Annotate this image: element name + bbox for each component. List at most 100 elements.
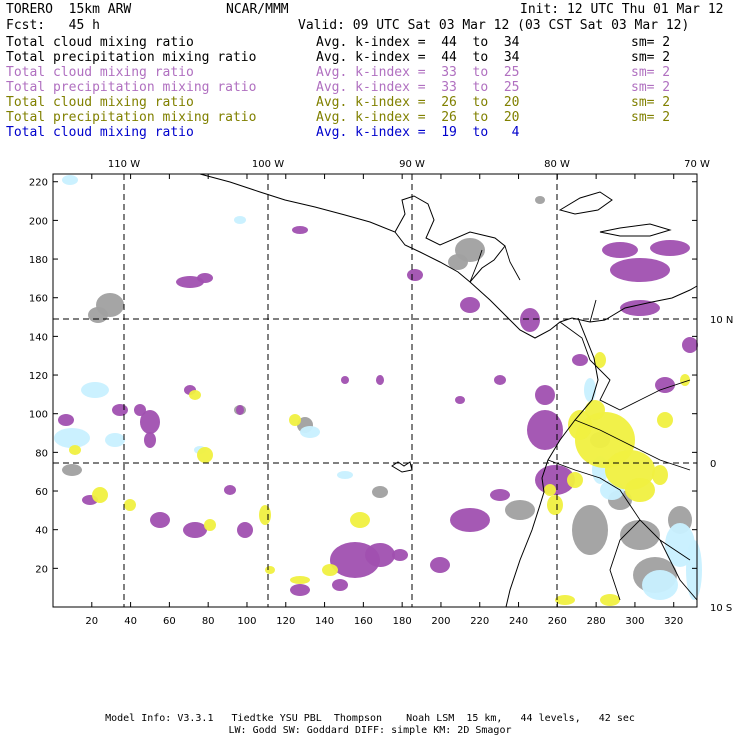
forecast-hour: Fcst: 45 h [6, 18, 100, 33]
x-tick-label: 60 [163, 616, 176, 627]
longitude-label: 100 W [252, 159, 284, 170]
mid-k-cloud-field [520, 308, 540, 332]
legend-smoothing: sm= 2 [631, 35, 671, 50]
country-border [559, 321, 691, 411]
mid-k-precip-field [124, 499, 136, 511]
axis-ticks: 20 40 60 80 100 120 140 160 180 200 220 20 40 60 80 100… [29, 159, 733, 627]
mid-k-precip-field [69, 445, 81, 455]
y-tick-label: 180 [29, 255, 48, 266]
high-k-precip-field [584, 378, 596, 402]
high-k-precip-field [300, 426, 320, 438]
x-tick-label: 200 [431, 616, 450, 627]
x-tick-label: 180 [393, 616, 412, 627]
coastline [604, 285, 698, 321]
y-tick-label: 220 [29, 178, 48, 189]
longitude-label: 70 W [684, 159, 710, 170]
lat-lon-grid [53, 174, 697, 607]
mid-k-cloud-field [183, 522, 207, 538]
high-k-precip-field [337, 471, 353, 479]
mid-k-cloud-field [150, 512, 170, 528]
mid-k-cloud-field [376, 375, 384, 385]
mid-k-precip-field [350, 512, 370, 528]
legend-field: Total precipitation mixing ratio [6, 80, 257, 95]
latitude-label: 10 N [710, 315, 733, 326]
mid-k-precip-field [265, 566, 275, 574]
organization-label: NCAR/MMM [226, 2, 289, 17]
mid-k-cloud-field [655, 377, 675, 393]
high-k-cloud-field [572, 505, 608, 555]
mid-k-precip-field [585, 400, 605, 420]
coastlines [199, 173, 698, 608]
mid-k-cloud-field [392, 549, 408, 561]
mid-k-precip-field [657, 412, 673, 428]
mid-k-cloud-field [292, 226, 308, 234]
high-k-precip-field [105, 433, 125, 447]
mid-k-precip-field [197, 447, 213, 463]
y-tick-label: 160 [29, 294, 48, 305]
high-k-precip-field [642, 570, 678, 600]
x-tick-label: 40 [124, 616, 137, 627]
country-border [609, 519, 641, 601]
coastline [199, 173, 606, 339]
x-tick-label: 160 [354, 616, 373, 627]
model-info-line2: LW: Godd SW: Goddard DIFF: simple KM: 2D… [228, 725, 512, 736]
legend-field: Total cloud mixing ratio [6, 95, 194, 110]
legend-kindex: Avg. k-index = 19 to 4 [316, 125, 520, 140]
high-k-precip-field [234, 216, 246, 224]
mid-k-precip-field [204, 519, 216, 531]
high-k-cloud-field [88, 307, 108, 323]
legend-smoothing: sm= 2 [631, 110, 671, 125]
mid-k-precip-field [652, 465, 668, 485]
high-k-cloud-field [448, 254, 468, 270]
legend-kindex: Avg. k-index = 26 to 20 [316, 110, 520, 125]
legend-smoothing: sm= 2 [631, 50, 671, 65]
mid-k-cloud-field [602, 242, 638, 258]
x-tick-label: 220 [470, 616, 489, 627]
mid-k-cloud-field [236, 405, 244, 415]
mid-k-cloud-field [490, 489, 510, 501]
mid-k-precip-field [544, 484, 556, 496]
legend-smoothing: sm= 2 [631, 80, 671, 95]
mid-k-precip-field [547, 495, 563, 515]
mid-k-cloud-field [535, 385, 555, 405]
country-border [574, 419, 691, 471]
mid-k-cloud-field [450, 508, 490, 532]
legend-field: Total cloud mixing ratio [6, 65, 194, 80]
coastline [391, 461, 413, 473]
mid-k-cloud-field [650, 240, 690, 256]
mid-k-cloud-field [620, 300, 660, 316]
valid-time: Valid: 09 UTC Sat 03 Mar 12 (03 CST Sat … [298, 18, 690, 33]
mid-k-precip-field [259, 505, 271, 525]
latitude-label: 0 [710, 459, 716, 470]
model-info-line1: Model Info: V3.3.1 Tiedtke YSU PBL Thomp… [105, 713, 635, 724]
mid-k-cloud-field [58, 414, 74, 426]
mid-k-precip-field [555, 595, 575, 605]
legend-field: Total cloud mixing ratio [6, 125, 194, 140]
mixing-ratio-fields [54, 175, 702, 606]
high-k-cloud-field [535, 196, 545, 204]
legend-field: Total precipitation mixing ratio [6, 50, 257, 65]
latitude-label: 10 S [710, 603, 732, 614]
high-k-precip-field [686, 540, 702, 600]
high-k-cloud-field [505, 500, 535, 520]
legend-kindex: Avg. k-index = 44 to 34 [316, 50, 520, 65]
mid-k-cloud-field [224, 485, 236, 495]
mid-k-cloud-field [144, 432, 156, 448]
x-tick-label: 240 [509, 616, 528, 627]
map-frame [52, 173, 698, 608]
longitude-label: 110 W [108, 159, 140, 170]
x-tick-label: 140 [315, 616, 334, 627]
mid-k-cloud-field [176, 276, 204, 288]
legend-field: Total cloud mixing ratio [6, 35, 194, 50]
mid-k-cloud-field [112, 404, 128, 416]
mid-k-cloud-field [365, 543, 395, 567]
mid-k-precip-field [92, 487, 108, 503]
country-border [659, 539, 698, 601]
high-k-precip-field [81, 382, 109, 398]
mid-k-cloud-field [682, 337, 698, 353]
mid-k-cloud-field [332, 579, 348, 591]
mid-k-cloud-field [290, 584, 310, 596]
legend-smoothing: sm= 2 [631, 65, 671, 80]
mid-k-precip-field [600, 594, 620, 606]
x-tick-label: 280 [587, 616, 606, 627]
